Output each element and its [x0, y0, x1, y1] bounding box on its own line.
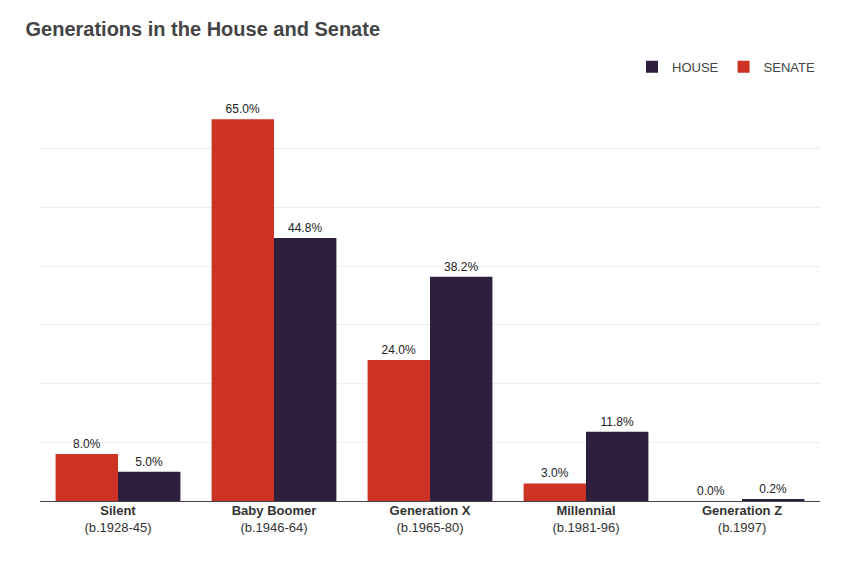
svg-text:38.2%: 38.2%: [444, 260, 478, 274]
svg-text:SENATE: SENATE: [764, 60, 815, 75]
svg-text:Millennial(b.1981-96): Millennial(b.1981-96): [552, 503, 619, 535]
svg-text:5.0%: 5.0%: [135, 455, 163, 469]
svg-text:Generation X(b.1965-80): Generation X(b.1965-80): [390, 503, 471, 535]
svg-text:8.0%: 8.0%: [73, 437, 101, 451]
svg-text:3.0%: 3.0%: [541, 466, 569, 480]
svg-text:44.8%: 44.8%: [288, 221, 322, 235]
svg-text:65.0%: 65.0%: [226, 102, 260, 116]
svg-text:Baby Boomer(b.1946-64): Baby Boomer(b.1946-64): [232, 503, 317, 535]
svg-text:HOUSE: HOUSE: [672, 60, 719, 75]
svg-text:Generation Z(b.1997): Generation Z(b.1997): [702, 503, 782, 535]
svg-text:0.2%: 0.2%: [759, 482, 787, 496]
svg-text:Generations in the House and S: Generations in the House and Senate: [26, 18, 381, 40]
svg-text:0.0%: 0.0%: [697, 484, 725, 498]
svg-text:Silent(b.1928-45): Silent(b.1928-45): [84, 503, 151, 535]
svg-text:24.0%: 24.0%: [382, 343, 416, 357]
svg-text:11.8%: 11.8%: [600, 415, 633, 429]
